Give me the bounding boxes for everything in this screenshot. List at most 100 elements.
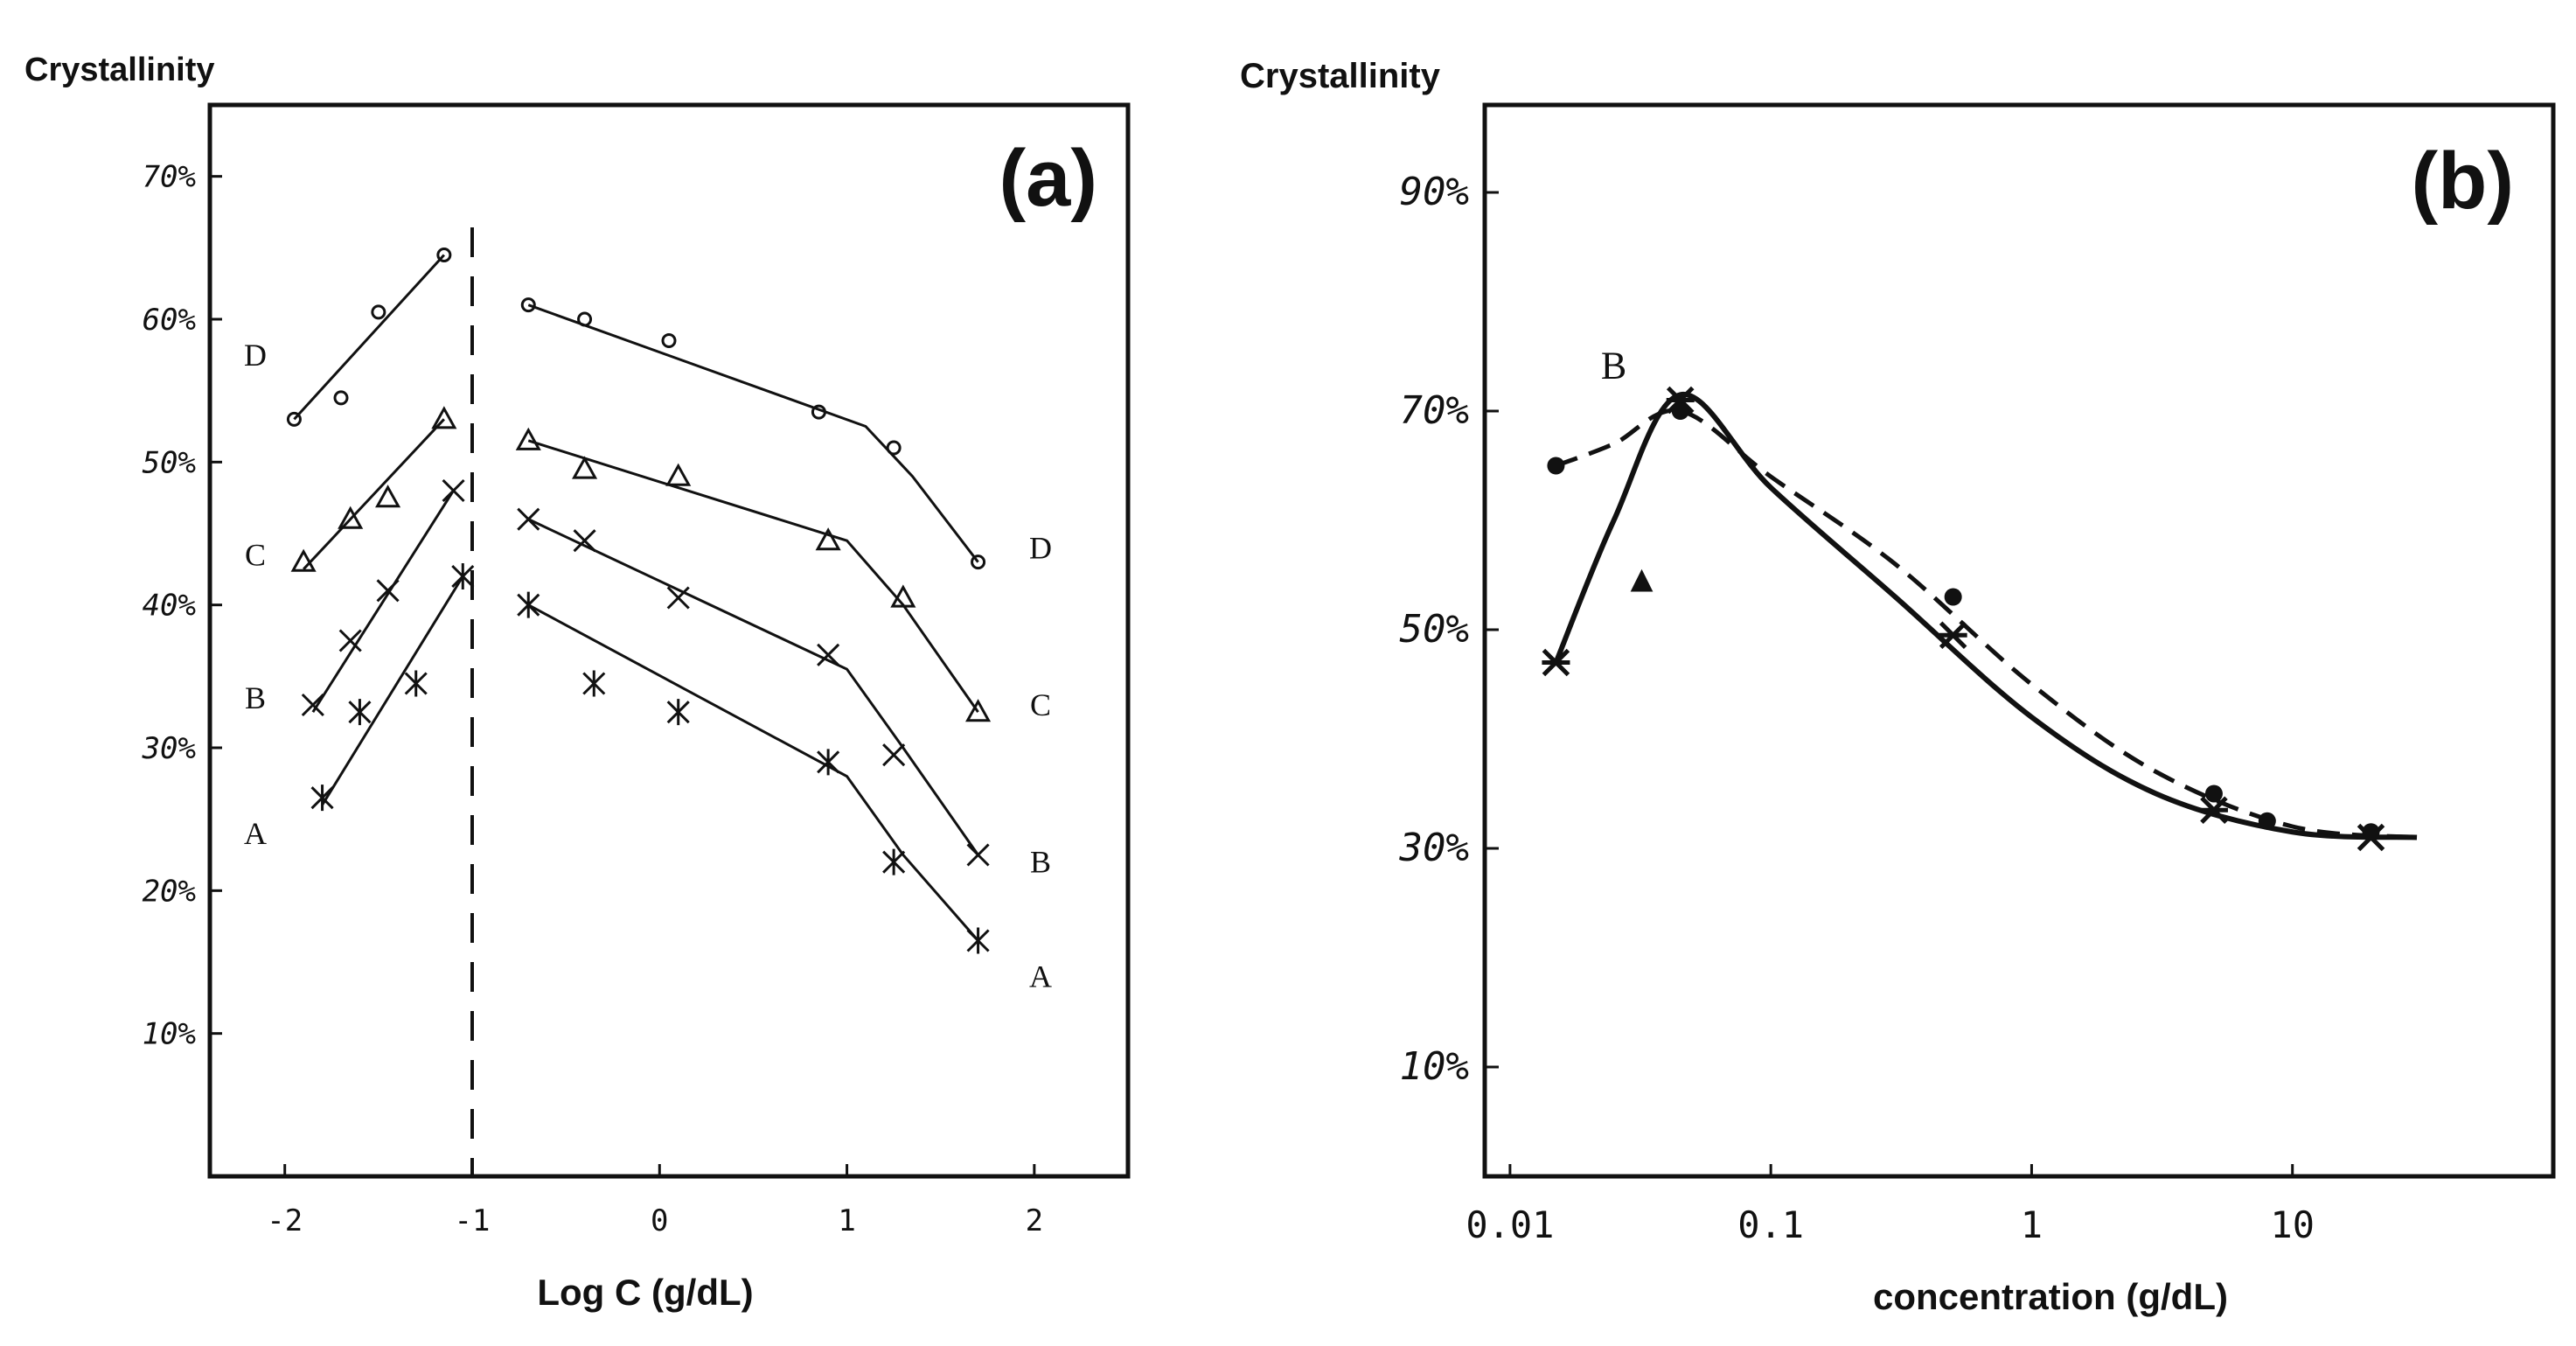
series-C-point (665, 463, 692, 486)
panel-a-y-tick-label: 60% (143, 303, 196, 338)
panel-a-x-tick-label: -2 (267, 1203, 303, 1238)
series-C-point (290, 548, 317, 572)
series-C-point (890, 584, 916, 608)
panel-b-plot-area: 10% 30% 50% 70% 90% 0.01 0.1 1 10 B ▲ (1399, 102, 2556, 1246)
series-C-point (572, 456, 598, 479)
series-B-point (376, 579, 400, 603)
panel-a: Crystallinity (a) Log C (g/dL) 10% 20% 30%… (24, 52, 1131, 1313)
series-D-fit-right (527, 303, 979, 563)
series-D-point (520, 297, 536, 313)
series-B-point (573, 529, 596, 553)
panel-a-y-tick-label: 50% (143, 445, 196, 480)
series-A-point (817, 749, 840, 776)
panel-a-series-label-left: D (244, 338, 267, 373)
series-D-point (971, 554, 986, 570)
panel-b-frame (1482, 102, 2556, 1179)
panel-a-y-tick-label: 20% (143, 874, 196, 909)
panel-a-series-label-right: A (1029, 959, 1052, 994)
series-C-point (375, 485, 401, 508)
series-D-point (811, 404, 826, 420)
panel-b: Crystallinity (b) concentration (g/dL) 1… (1240, 57, 2556, 1317)
series-A-fit-right (527, 603, 979, 942)
panel-b-y-tick-label: 10% (1400, 1044, 1469, 1089)
series-C-point (515, 427, 541, 450)
series-A-fit-left (321, 575, 464, 806)
panel-b-annotation: ▲ (1623, 557, 1661, 600)
panel-a-plot-area: 10% 20% 30% 40% 50% 60% 70% -2 -1 0 1 2 D C B A D C B A (142, 102, 1131, 1238)
series-B-point (817, 643, 840, 666)
series-C-point (815, 527, 841, 551)
panel-b-annotation: B (1601, 345, 1626, 387)
panel-b-x-axis-title: concentration (g/dL) (1873, 1276, 2228, 1317)
panel-a-series-label-right: B (1030, 845, 1051, 880)
panel-a-y-tick-label: 70% (143, 160, 196, 195)
series-B-point (1547, 457, 1565, 475)
series-B-point (2204, 785, 2223, 803)
series-B-point (301, 693, 324, 717)
series-solid-point (1542, 648, 1570, 677)
series-B-point (1671, 402, 1689, 420)
series-solid-point (1939, 621, 1967, 650)
series-D-point (436, 248, 452, 262)
panel-a-x-tick-label: 1 (838, 1203, 855, 1238)
panel-b-y-tick-label: 90% (1400, 170, 1469, 214)
series-D-point (371, 304, 386, 320)
series-D-point (886, 440, 902, 456)
series-C-fit-right (527, 439, 979, 714)
series-D-point (286, 411, 302, 427)
panel-a-frame (207, 102, 1131, 1179)
panel-b-y-tick-label: 30% (1399, 826, 1469, 870)
series-B-point (882, 743, 906, 767)
series-A-point (966, 927, 990, 954)
series-A-point (404, 670, 428, 697)
series-B-curve (1555, 408, 2418, 840)
series-D-fit-left (293, 254, 445, 421)
panel-a-y-axis-title: Crystallinity (24, 52, 215, 88)
series-D-point (333, 390, 349, 406)
series-solid-curve (1553, 392, 2418, 840)
series-A-point (582, 670, 606, 697)
panel-b-y-axis-title: Crystallinity (1240, 57, 1441, 95)
series-D-point (577, 311, 593, 327)
panel-b-x-tick-label: 0.1 (1737, 1203, 1804, 1246)
panel-a-x-tick-label: -1 (455, 1203, 491, 1238)
panel-a-x-tick-label: 0 (651, 1203, 668, 1238)
series-D-point (661, 333, 677, 348)
series-A-point (666, 699, 690, 726)
panel-a-series-label-right: D (1029, 530, 1052, 565)
panel-a-series-label-right: C (1030, 687, 1051, 722)
series-A-point (348, 699, 372, 726)
panel-a-series-label-left: C (245, 538, 266, 573)
series-A-point (882, 848, 906, 875)
series-B-point (338, 629, 362, 652)
panel-b-y-tick-label: 50% (1400, 607, 1469, 652)
series-B-point (1944, 588, 1962, 606)
panel-a-series-label-left: B (245, 680, 266, 715)
panel-a-y-tick-label: 10% (143, 1017, 196, 1052)
panel-b-label: (b) (2412, 136, 2514, 226)
panel-a-y-tick-label: 30% (142, 731, 196, 766)
series-A-point (517, 591, 540, 618)
panel-a-y-tick-label: 40% (143, 589, 196, 624)
series-B-point (517, 507, 540, 531)
series-A-point (310, 785, 334, 812)
series-C-point (965, 699, 992, 722)
panel-a-x-tick-label: 2 (1026, 1203, 1043, 1238)
series-C-point (431, 406, 457, 429)
series-C-point (338, 506, 364, 529)
panel-a-series-label-left: A (244, 816, 267, 851)
series-B-point (666, 586, 690, 610)
panel-b-x-tick-label: 1 (2021, 1203, 2043, 1246)
panel-b-x-tick-label: 0.01 (1466, 1203, 1554, 1246)
panel-b-y-tick-label: 70% (1400, 388, 1469, 433)
panel-b-x-tick-label: 10 (2270, 1203, 2315, 1246)
panel-a-label: (a) (999, 134, 1097, 223)
panel-a-x-axis-title: Log C (g/dL) (537, 1272, 753, 1313)
series-B-point (442, 478, 465, 503)
series-B-fit-right (527, 518, 979, 856)
series-C-fit-left (303, 418, 445, 570)
series-B-point (966, 843, 990, 867)
series-B-point (2362, 823, 2380, 841)
series-A-point (451, 563, 475, 589)
